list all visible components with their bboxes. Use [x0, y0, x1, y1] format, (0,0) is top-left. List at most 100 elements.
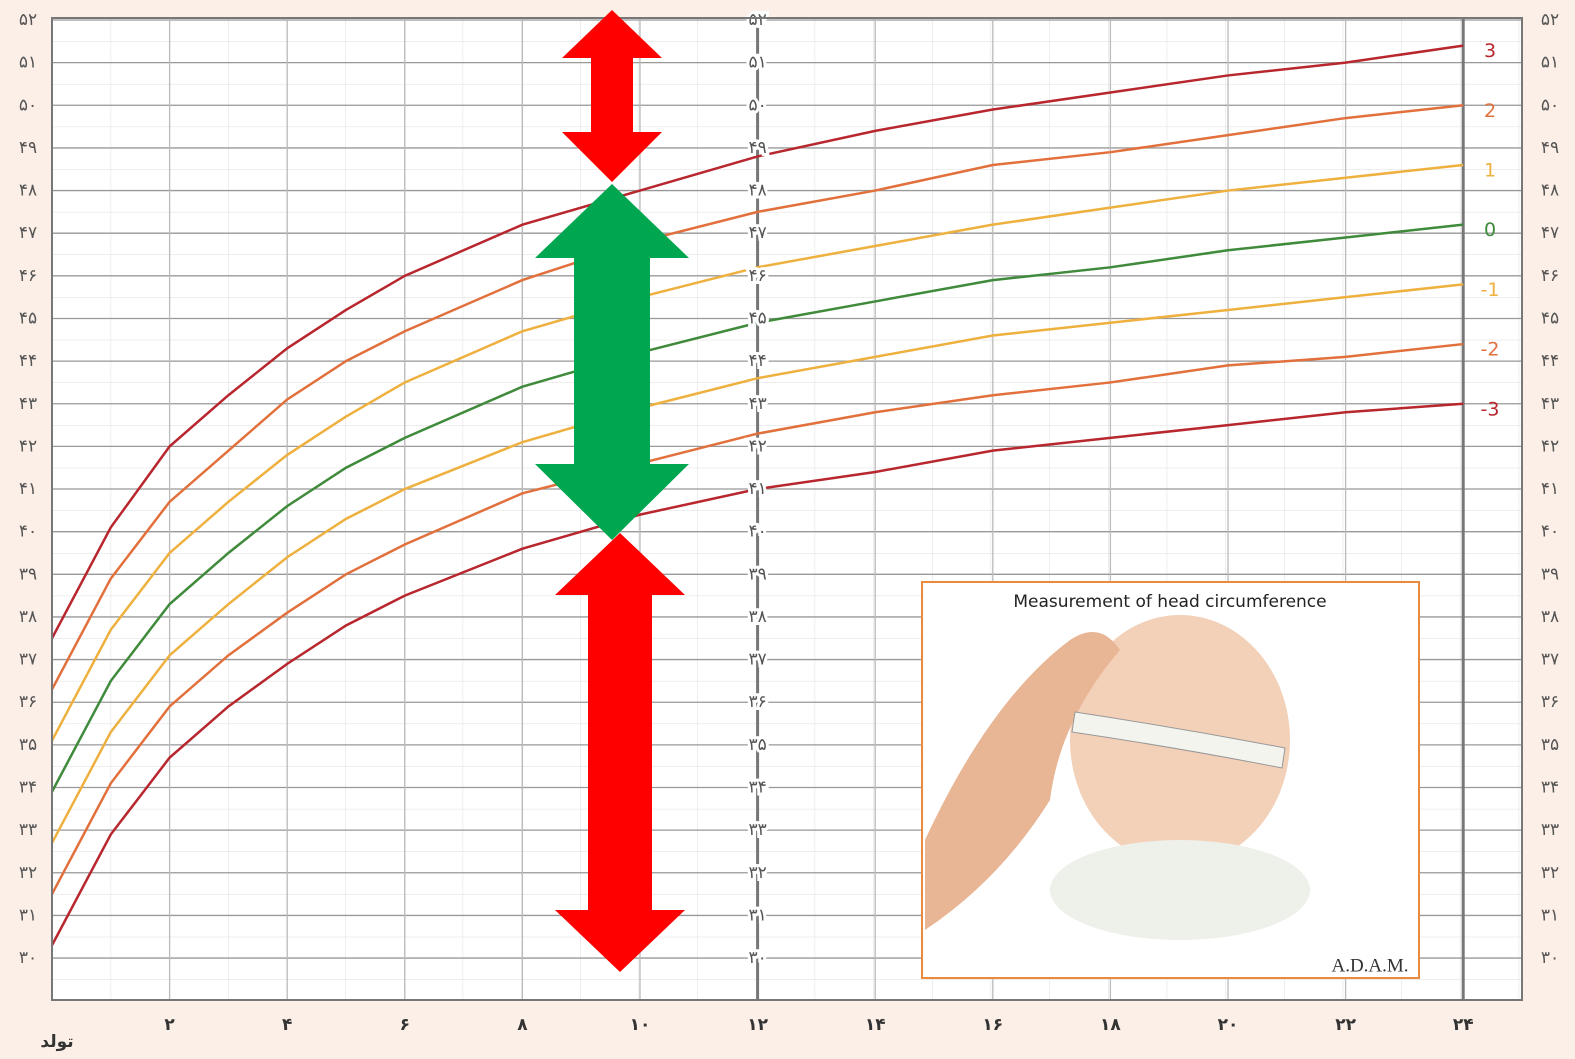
y-tick-label: ۴۸ [1541, 181, 1559, 201]
y-tick-label: ۴۰ [19, 522, 37, 542]
y-tick-label: ۴۲ [1541, 436, 1559, 456]
legend-label: 3 [1484, 40, 1496, 62]
x-tick-label: ۲۴ [1453, 1015, 1474, 1035]
y-tick-label: ۴۵ [748, 308, 766, 328]
x-tick-label: ۱۲ [747, 1015, 768, 1035]
y-tick-label: ۳۹ [748, 564, 766, 584]
photo-hand [925, 632, 1120, 930]
inset: Measurement of head circumference A.D.A.… [921, 581, 1420, 979]
x-tick-label: ۱۰ [630, 1015, 651, 1035]
y-tick-label: ۳۶ [748, 692, 766, 712]
y-tick-label: ۳۶ [1541, 692, 1559, 712]
red-arrow [562, 10, 662, 182]
x-tick-label: ۲۲ [1335, 1015, 1356, 1035]
y-tick-label: ۴۳ [1541, 394, 1559, 414]
photo-body [1050, 840, 1310, 940]
series-line [50, 402, 1464, 946]
photo-tape [1071, 711, 1286, 769]
y-tick-label: ۴۲ [19, 436, 37, 456]
y-tick-label: ۴۴ [19, 351, 37, 371]
y-tick-label: ۳۵ [19, 735, 37, 755]
y-tick-label: ۳۸ [1541, 607, 1559, 627]
y-tick-label: ۴۱ [748, 479, 766, 499]
y-tick-label: ۳۲ [748, 863, 766, 883]
red-arrow [555, 533, 685, 972]
x-tick-label: تولد [40, 1032, 73, 1052]
y-tick-label: ۴۷ [1541, 223, 1559, 243]
y-tick-label: ۴۱ [19, 479, 37, 499]
y-tick-label: ۴۵ [1541, 308, 1559, 328]
y-tick-label: ۳۸ [19, 607, 37, 627]
y-tick-label: ۴۷ [19, 223, 37, 243]
y-tick-label: ۵۲ [19, 10, 37, 30]
y-tick-label: ۳۹ [19, 564, 37, 584]
y-tick-label: ۳۵ [1541, 735, 1559, 755]
y-tick-label: ۳۷ [19, 650, 37, 670]
y-tick-label: ۴۴ [1541, 351, 1559, 371]
y-tick-label: ۳۰ [19, 948, 37, 968]
x-tick-label: ۱۸ [1100, 1015, 1121, 1035]
y-tick-label: ۴۴ [748, 351, 766, 371]
y-tick-label: ۵۰ [1541, 95, 1559, 115]
y-tick-label: ۴۵ [19, 308, 37, 328]
y-tick-label: ۳۰ [748, 948, 766, 968]
y-tick-label: ۳۶ [19, 692, 37, 712]
plot-frame [51, 17, 1523, 1001]
y-tick-label: ۴۶ [748, 266, 766, 286]
y-tick-label: ۳۳ [19, 820, 37, 840]
y-tick-label: ۳۴ [748, 778, 766, 798]
y-tick-label: ۳۷ [1541, 650, 1559, 670]
y-tick-label: ۴۱ [1541, 479, 1559, 499]
legend-label: 1 [1484, 159, 1496, 181]
x-tick-label: ۸ [517, 1015, 528, 1035]
y-tick-label: ۳۲ [1541, 863, 1559, 883]
legend-label: -2 [1481, 339, 1500, 361]
legend-label: 2 [1484, 100, 1496, 122]
y-tick-label: ۴۰ [1541, 522, 1559, 542]
y-tick-label: ۴۸ [19, 181, 37, 201]
y-tick-label: ۳۸ [748, 607, 766, 627]
y-tick-label: ۳۱ [19, 905, 37, 925]
y-tick-label: ۴۶ [19, 266, 37, 286]
legend-label: -1 [1481, 279, 1500, 301]
y-tick-label: ۵۲ [748, 10, 766, 30]
y-tick-label: ۴۲ [748, 436, 766, 456]
y-tick-label: ۳۵ [748, 735, 766, 755]
y-tick-label: ۳۰ [1541, 948, 1559, 968]
y-tick-label: ۳۷ [748, 650, 766, 670]
y-tick-label: ۳۴ [19, 778, 37, 798]
x-tick-label: ۱۴ [865, 1015, 886, 1035]
y-tick-label: ۴۶ [1541, 266, 1559, 286]
y-tick-label: ۵۱ [748, 53, 766, 73]
y-tick-label: ۴۳ [748, 394, 766, 414]
y-tick-label: ۳۹ [1541, 564, 1559, 584]
y-tick-label: ۴۳ [19, 394, 37, 414]
y-tick-label: ۵۱ [1541, 53, 1559, 73]
x-tick-label: ۱۶ [982, 1015, 1003, 1035]
x-tick-label: ۶ [400, 1015, 410, 1035]
series-line [50, 44, 1464, 639]
y-tick-label: ۳۱ [1541, 905, 1559, 925]
y-tick-label: ۳۱ [748, 905, 766, 925]
y-tick-label: ۴۷ [748, 223, 766, 243]
y-tick-label: ۴۹ [748, 138, 766, 158]
inset-credit: A.D.A.M. [1331, 955, 1408, 976]
y-tick-label: ۳۳ [1541, 820, 1559, 840]
x-tick-label: ۲۰ [1218, 1015, 1239, 1035]
inset-title: Measurement of head circumference [1013, 592, 1326, 612]
legend-label: 0 [1484, 219, 1496, 241]
y-tick-label: ۵۰ [748, 95, 766, 115]
y-tick-label: ۳۲ [19, 863, 37, 883]
y-tick-label: ۴۰ [748, 522, 766, 542]
y-tick-label: ۴۹ [19, 138, 37, 158]
y-tick-label: ۴۸ [748, 181, 766, 201]
y-tick-label: ۵۱ [19, 53, 37, 73]
legend-label: -3 [1481, 398, 1500, 420]
green-arrow [535, 184, 689, 540]
y-tick-label: ۳۴ [1541, 778, 1559, 798]
x-tick-label: ۴ [282, 1015, 292, 1035]
y-tick-label: ۵۰ [19, 95, 37, 115]
y-tick-label: ۳۳ [748, 820, 766, 840]
y-tick-label: ۴۹ [1541, 138, 1559, 158]
